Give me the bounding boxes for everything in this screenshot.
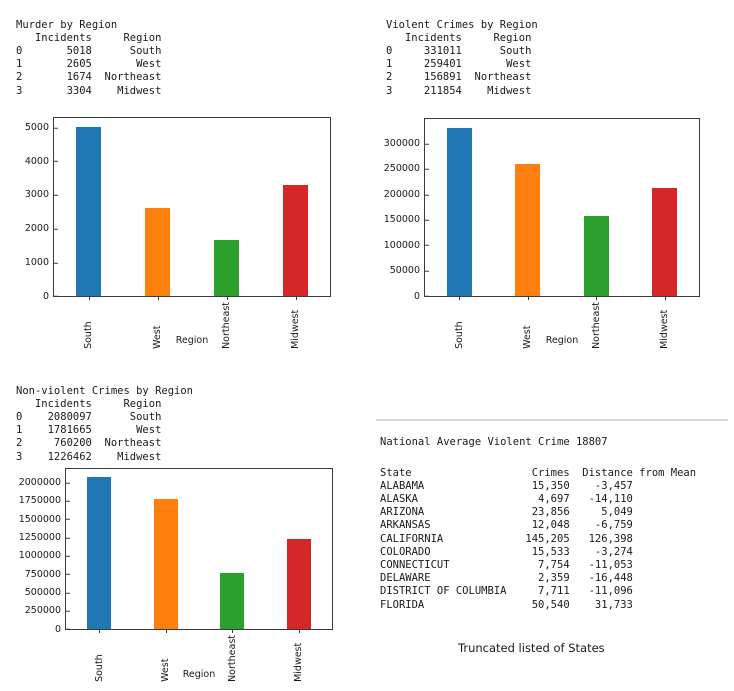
states-panel-divider (376, 419, 728, 421)
bar-slot (261, 118, 330, 296)
bar-south (446, 127, 472, 296)
violent-bars (425, 119, 699, 296)
bar-slot (133, 469, 200, 629)
x-tick-slot: South (66, 629, 133, 682)
x-tick-slot: West (123, 296, 192, 349)
y-tick-label: 100000 (384, 240, 429, 250)
murder-by-region-table: Murder by Region Incidents Region 0 5018… (16, 18, 162, 97)
bar-midwest (283, 184, 308, 296)
y-tick-label: 5000 (25, 123, 58, 133)
y-tick-label: 0 (55, 624, 70, 634)
violent-x-axis: South West Northeast Midwest (425, 296, 699, 349)
bar-slot (562, 119, 631, 296)
bar-south (76, 126, 101, 296)
y-tick-label: 1250000 (19, 533, 70, 543)
y-tick-label: 200000 (384, 190, 429, 200)
y-tick-label: 300000 (384, 139, 429, 149)
x-tick-slot: South (54, 296, 123, 349)
x-tick-slot: Midwest (266, 629, 333, 682)
non-violent-crimes-by-region-chart: 0 250000 500000 750000 1000000 1250000 1500000… (19, 468, 333, 682)
bar-slot (123, 118, 192, 296)
bar-slot (631, 119, 700, 296)
y-tick-label: 250000 (384, 164, 429, 174)
y-tick-label: 500000 (25, 588, 70, 598)
x-tick-slot: West (133, 629, 200, 682)
y-tick-label: 2000 (25, 224, 58, 234)
murder-plot-area: 0 1000 2000 3000 4000 5000 South West Northeast… (25, 117, 331, 349)
x-tick-slot: West (494, 296, 563, 349)
x-tick-slot: Northeast (562, 296, 631, 349)
violent-plot-area: 0 50000 100000 150000 200000 250000 300000 Sou… (384, 118, 700, 349)
y-tick-label: 1000000 (19, 551, 70, 561)
y-tick-label: 50000 (390, 266, 429, 276)
violent-crimes-by-region-table: Violent Crimes by Region Incidents Regio… (386, 18, 538, 97)
bar-northeast (214, 239, 239, 296)
y-tick-label: 750000 (25, 569, 70, 579)
y-tick-label: 1000 (25, 258, 58, 268)
bar-midwest (286, 539, 311, 629)
bar-west (515, 164, 541, 296)
nonviolent-x-axis: South West Northeast Midwest (66, 629, 332, 682)
bar-south (87, 476, 112, 629)
bar-west (153, 498, 178, 629)
bar-west (145, 208, 170, 296)
x-tick-slot: Northeast (192, 296, 261, 349)
y-tick-label: 2000000 (19, 478, 70, 488)
violent-x-axis-label: Region (545, 335, 579, 346)
murder-x-axis-label: Region (175, 335, 209, 346)
x-tick-slot: Northeast (199, 629, 266, 682)
national-average-violent-crime-text: National Average Violent Crime 18807 (380, 435, 608, 448)
x-tick-slot: South (425, 296, 494, 349)
bar-slot (425, 119, 494, 296)
x-tick-slot: Midwest (261, 296, 330, 349)
bar-slot (66, 469, 133, 629)
y-tick-label: 150000 (384, 215, 429, 225)
murder-x-axis: South West Northeast Midwest (54, 296, 330, 349)
y-tick-label: 1500000 (19, 514, 70, 524)
truncated-states-caption: Truncated listed of States (458, 641, 605, 655)
bar-slot (54, 118, 123, 296)
bar-slot (192, 118, 261, 296)
murder-by-region-chart: 0 1000 2000 3000 4000 5000 South West Northeast… (25, 117, 331, 349)
y-tick-label: 250000 (25, 606, 70, 616)
y-tick-label: 4000 (25, 156, 58, 166)
y-tick-label: 1750000 (19, 496, 70, 506)
bar-slot (199, 469, 266, 629)
y-tick-label: 3000 (25, 190, 58, 200)
nonviolent-x-axis-label: Region (182, 669, 216, 680)
states-crime-table: State Crimes Distance from Mean ALABAMA … (380, 466, 697, 611)
violent-crimes-by-region-chart: 0 50000 100000 150000 200000 250000 300000 Sou… (384, 118, 700, 349)
y-tick-label: 0 (414, 291, 429, 301)
bar-northeast (583, 216, 609, 296)
y-tick-label: 0 (43, 291, 58, 301)
bar-northeast (220, 573, 245, 629)
bar-slot (494, 119, 563, 296)
non-violent-crimes-by-region-table: Non-violent Crimes by Region Incidents R… (16, 384, 194, 463)
murder-bars (54, 118, 330, 296)
nonviolent-plot-area: 0 250000 500000 750000 1000000 1250000 1500000… (19, 468, 333, 682)
x-tick-slot: Midwest (631, 296, 700, 349)
bar-midwest (652, 188, 678, 296)
bar-slot (266, 469, 333, 629)
nonviolent-bars (66, 469, 332, 629)
